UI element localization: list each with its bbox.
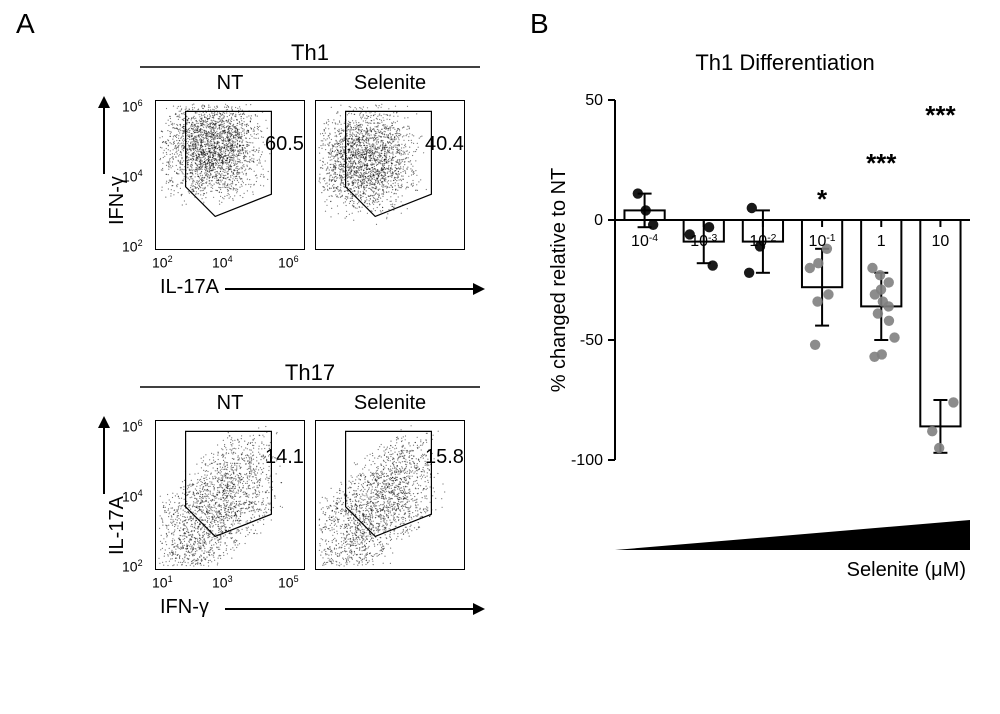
scatter-th1-nt — [155, 100, 305, 250]
th17-group-underline — [140, 386, 480, 389]
th1-ytick-2: 106 — [122, 98, 143, 115]
th17-x-arrow — [225, 602, 485, 616]
th17-xtick-1: 103 — [212, 574, 233, 591]
th1-cond-selenite: Selenite — [315, 72, 465, 95]
th1-x-arrow — [225, 282, 485, 296]
th1-cond-nt: NT — [155, 72, 305, 95]
th1-xtick-2: 106 — [278, 254, 299, 271]
panel-b-letter: B — [530, 8, 549, 40]
gate-value-th1-nt: 60.5 — [265, 133, 304, 156]
panel-a-letter: A — [16, 8, 35, 40]
th17-group-title: Th17 — [160, 360, 460, 386]
gate-value-th1-selenite: 40.4 — [425, 133, 464, 156]
bar-chart: -100-5005010-410-310-210-1*1***10***% ch… — [545, 70, 985, 630]
th17-ytick-0: 102 — [122, 558, 143, 575]
scatter-th1-selenite — [315, 100, 465, 250]
th17-xtick-0: 101 — [152, 574, 173, 591]
scatter-th17-selenite — [315, 420, 465, 570]
th1-x-axis-label: IL-17A — [160, 276, 219, 299]
gate-value-th17-nt: 14.1 — [265, 446, 304, 469]
th1-ytick-0: 102 — [122, 238, 143, 255]
th1-group-title: Th1 — [160, 40, 460, 66]
th1-y-arrow — [97, 96, 111, 174]
th1-xtick-1: 104 — [212, 254, 233, 271]
th17-cond-nt: NT — [155, 392, 305, 415]
th1-group-underline — [140, 66, 480, 69]
th17-cond-selenite: Selenite — [315, 392, 465, 415]
scatter-th17-nt — [155, 420, 305, 570]
gate-value-th17-selenite: 15.8 — [425, 446, 464, 469]
th17-ytick-2: 106 — [122, 418, 143, 435]
th17-y-arrow — [97, 416, 111, 494]
th17-xtick-2: 105 — [278, 574, 299, 591]
th17-x-axis-label: IFN-γ — [160, 596, 209, 619]
th17-y-axis-label: IL-17A — [106, 496, 129, 555]
th1-y-axis-label: IFN-γ — [106, 176, 129, 225]
figure-root: A Th1 NT Selenite 60.5 40.4 102 104 106 … — [0, 0, 1000, 714]
th1-xtick-0: 102 — [152, 254, 173, 271]
